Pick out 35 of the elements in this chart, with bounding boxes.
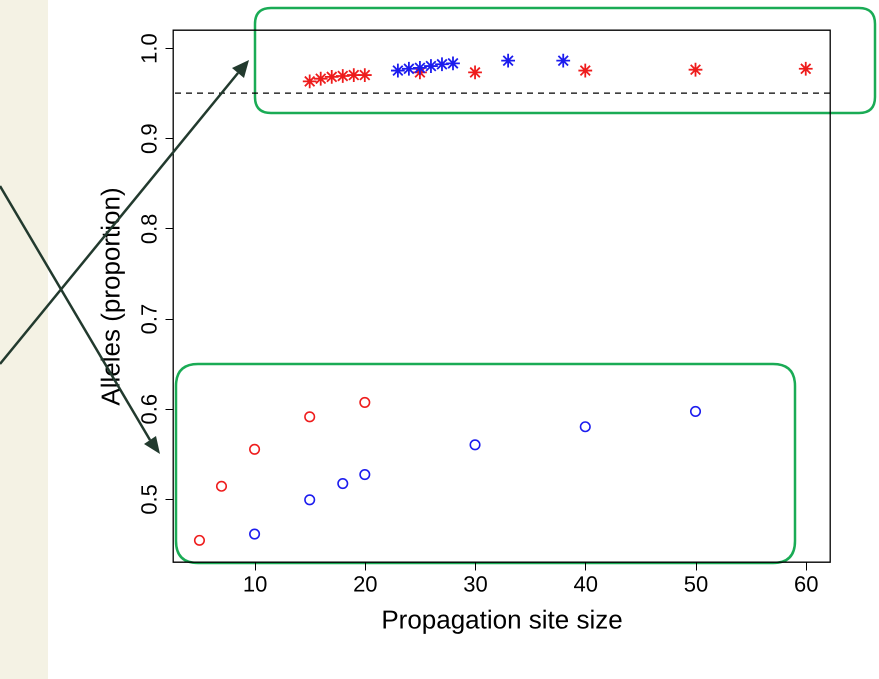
y-tick-label: 0.8 — [136, 214, 162, 244]
point — [359, 469, 370, 480]
point — [690, 406, 702, 417]
y-tick-label: 0.6 — [136, 394, 162, 425]
y-tick-label: 1.0 — [136, 33, 162, 64]
point — [337, 478, 348, 490]
x-tick-label: 30 — [463, 572, 488, 596]
x-tick-label: 60 — [794, 572, 818, 596]
point — [194, 534, 205, 546]
point — [688, 62, 704, 78]
point — [359, 396, 370, 408]
point — [445, 56, 461, 72]
point — [555, 52, 572, 68]
x-tick-label: 20 — [353, 572, 378, 596]
point — [357, 67, 373, 83]
point — [580, 421, 591, 432]
point — [304, 494, 316, 506]
point — [798, 60, 814, 77]
point — [249, 444, 260, 455]
point — [216, 480, 228, 492]
x-tick-label: 10 — [242, 572, 268, 596]
point — [470, 439, 481, 450]
y-tick-label: 0.9 — [136, 123, 162, 154]
x-axis-title: Propagation site size — [381, 604, 623, 634]
point — [467, 64, 483, 80]
point — [500, 52, 516, 68]
point — [334, 68, 351, 84]
point — [304, 411, 316, 422]
y-tick-label: 0.5 — [136, 484, 162, 515]
point — [346, 67, 362, 83]
point — [577, 62, 594, 78]
point — [249, 528, 260, 540]
x-tick-label: 40 — [574, 572, 598, 596]
y-tick-label: 0.7 — [136, 304, 162, 334]
x-tick-label: 50 — [684, 572, 708, 596]
